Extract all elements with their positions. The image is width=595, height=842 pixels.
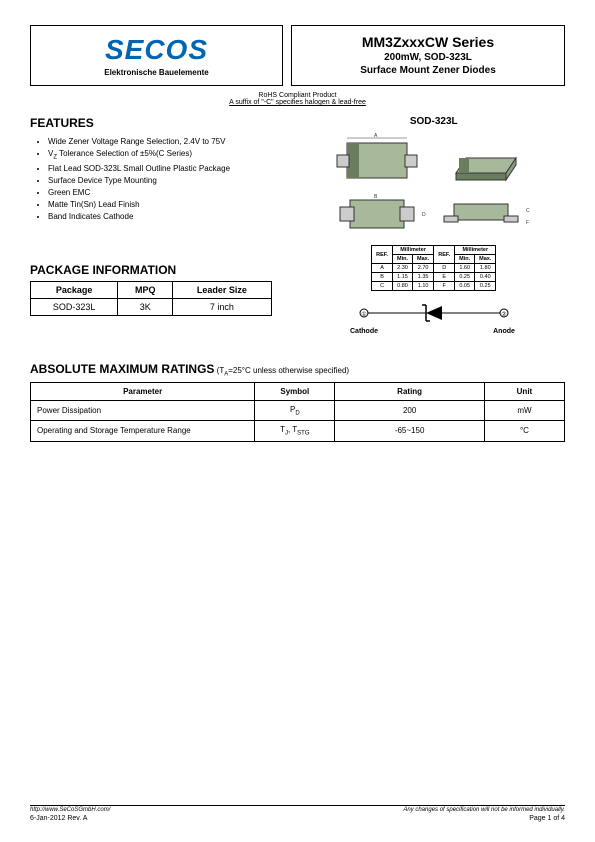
abs-header: Parameter	[31, 382, 255, 400]
pkg-cell: 3K	[118, 298, 173, 315]
rohs-line2: A suffix of "-C" specifies halogen & lea…	[30, 99, 565, 106]
package-3d-view	[436, 133, 536, 188]
pkg-header: MPQ	[118, 281, 173, 298]
abs-cell: 200	[335, 400, 485, 421]
svg-text:B: B	[374, 194, 378, 200]
abs-cell: Power Dissipation	[31, 400, 255, 421]
feature-item: Matte Tin(Sn) Lead Finish	[48, 199, 293, 211]
feature-item: Flat Lead SOD-323L Small Outline Plastic…	[48, 163, 293, 175]
logo-box: SECOS Elektronische Bauelemente	[30, 25, 283, 86]
package-info-title: PACKAGE INFORMATION	[30, 263, 293, 277]
footer: http://www.SeCoSGmbH.com/ Any changes of…	[30, 805, 565, 822]
package-diagrams: A B D	[303, 133, 566, 237]
svg-text:Anode: Anode	[493, 328, 515, 335]
abs-header: Symbol	[255, 382, 335, 400]
svg-text:②: ②	[501, 311, 506, 318]
abs-cell: PD	[255, 400, 335, 421]
dim-subheader: Min.	[393, 255, 413, 264]
package-info-table: Package MPQ Leader Size SOD-323L 3K 7 in…	[30, 281, 272, 316]
svg-text:①: ①	[361, 311, 366, 318]
diode-symbol: ① ② Cathode Anode	[303, 301, 566, 338]
abs-cell: -65~150	[335, 421, 485, 442]
abs-cell: Operating and Storage Temperature Range	[31, 421, 255, 442]
abs-ratings-title: ABSOLUTE MAXIMUM RATINGS (TA=25°C unless…	[30, 362, 565, 378]
feature-item: Band Indicates Cathode	[48, 211, 293, 223]
feature-item: Wide Zener Voltage Range Selection, 2.4V…	[48, 136, 293, 148]
pkg-header: Leader Size	[173, 281, 271, 298]
abs-cell: TJ, TSTG	[255, 421, 335, 442]
footer-disclaimer: Any changes of specification will not be…	[403, 807, 565, 813]
svg-text:F: F	[526, 220, 529, 226]
abs-ratings-table: Parameter Symbol Rating Unit Power Dissi…	[30, 382, 565, 442]
abs-cell: °C	[484, 421, 564, 442]
abs-header: Rating	[335, 382, 485, 400]
footer-url: http://www.SeCoSGmbH.com/	[30, 807, 110, 813]
feature-item: VZ Tolerance Selection of ±5%(C Series)	[48, 148, 293, 163]
package-label: SOD-323L	[303, 116, 566, 127]
svg-text:C: C	[526, 208, 530, 214]
dim-header: REF.	[434, 246, 455, 264]
rohs-line1: RoHS Compliant Product	[30, 92, 565, 99]
svg-text:Cathode: Cathode	[350, 328, 378, 335]
dim-subheader: Max.	[475, 255, 496, 264]
features-title: FEATURES	[30, 116, 293, 130]
feature-item: Green EMC	[48, 187, 293, 199]
package-bottom-view: B D	[332, 192, 432, 237]
pkg-cell: 7 inch	[173, 298, 271, 315]
svg-text:D: D	[422, 212, 426, 218]
footer-page: Page 1 of 4	[529, 815, 565, 822]
package-side-view: C F	[436, 192, 536, 237]
series-title: MM3ZxxxCW Series	[300, 34, 556, 50]
pkg-header: Package	[31, 281, 118, 298]
logo-text: SECOS	[39, 34, 274, 66]
dim-subheader: Min.	[455, 255, 475, 264]
series-sub1: 200mW, SOD-323L	[300, 52, 556, 63]
abs-header: Unit	[484, 382, 564, 400]
title-box: MM3ZxxxCW Series 200mW, SOD-323L Surface…	[291, 25, 565, 86]
feature-item: Surface Device Type Mounting	[48, 175, 293, 187]
package-top-view: A	[332, 133, 432, 188]
dimensions-table: REF. Millimeter REF. Millimeter Min. Max…	[371, 245, 496, 291]
rohs-notice: RoHS Compliant Product A suffix of "-C" …	[30, 92, 565, 106]
pkg-cell: SOD-323L	[31, 298, 118, 315]
logo-subtitle: Elektronische Bauelemente	[39, 68, 274, 77]
series-sub2: Surface Mount Zener Diodes	[300, 65, 556, 76]
dim-header: REF.	[372, 246, 393, 264]
features-list: Wide Zener Voltage Range Selection, 2.4V…	[30, 136, 293, 223]
dim-header: Millimeter	[393, 246, 434, 255]
footer-date: 6-Jan-2012 Rev. A	[30, 815, 87, 822]
dim-subheader: Max.	[413, 255, 434, 264]
dim-header: Millimeter	[455, 246, 496, 255]
abs-cell: mW	[484, 400, 564, 421]
